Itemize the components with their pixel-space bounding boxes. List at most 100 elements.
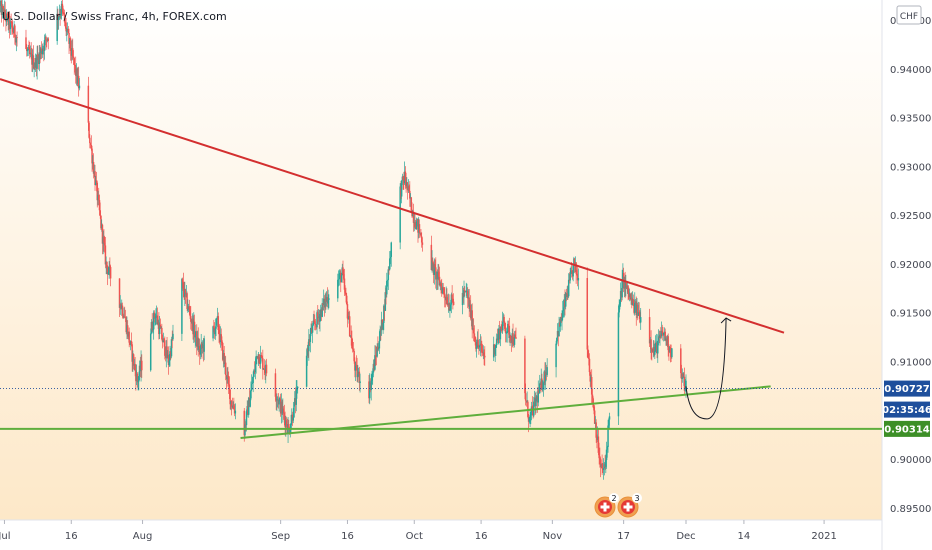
time-tick-label: 2021	[811, 531, 836, 542]
candle	[420, 232, 423, 248]
time-tick-label: 14	[738, 531, 751, 542]
candle	[141, 354, 143, 378]
candle	[194, 324, 197, 348]
candle	[321, 298, 323, 318]
swiss-flag-icon[interactable]: 3	[617, 493, 642, 518]
candle	[153, 310, 156, 323]
candle	[356, 357, 358, 382]
candle	[288, 419, 290, 429]
time-tick-label: Aug	[133, 531, 153, 542]
candle	[65, 17, 67, 37]
candle	[94, 164, 96, 191]
candle	[513, 331, 516, 348]
price-tick-label: 0.89500	[890, 504, 931, 515]
candle	[91, 145, 93, 172]
candle	[452, 293, 455, 306]
candle	[16, 31, 18, 47]
candle	[529, 408, 531, 428]
candle	[87, 76, 90, 131]
candle	[245, 409, 248, 432]
candle	[500, 324, 502, 332]
candle	[313, 310, 315, 323]
projection-arrow[interactable]	[685, 318, 727, 420]
candle	[410, 196, 413, 212]
candle	[537, 380, 540, 407]
candle	[172, 324, 174, 341]
candle	[345, 293, 348, 306]
candle	[186, 291, 188, 312]
candle	[311, 323, 314, 344]
candle	[61, 0, 64, 17]
candle	[274, 368, 277, 402]
currency-button[interactable]: CHF	[896, 5, 922, 25]
last-price-tag: 0.90727	[884, 380, 930, 397]
candle	[389, 251, 391, 271]
candle	[203, 335, 205, 361]
candle	[446, 288, 448, 306]
candle	[662, 332, 665, 342]
candle	[312, 313, 315, 327]
price-tick-label: 0.93000	[890, 162, 931, 173]
candle	[409, 181, 411, 207]
candle	[351, 330, 353, 349]
svg-text:3: 3	[634, 494, 639, 503]
candle	[184, 288, 187, 304]
candle	[250, 374, 253, 392]
candle	[342, 269, 345, 280]
candle	[314, 319, 317, 331]
candle	[353, 348, 355, 364]
candle	[667, 333, 669, 357]
swiss-flag-icon[interactable]: 2	[594, 493, 619, 518]
candle	[226, 367, 228, 384]
candle	[88, 121, 90, 139]
candle	[515, 327, 517, 339]
candle	[67, 26, 70, 34]
event-count-badge: 3	[632, 493, 642, 503]
candle	[504, 323, 507, 343]
candle	[161, 323, 163, 341]
resistance-trendline[interactable]	[0, 78, 785, 334]
candle	[58, 4, 61, 20]
time-tick-label: Jul	[0, 531, 10, 542]
candle	[154, 313, 156, 326]
candle	[379, 325, 381, 342]
candle	[10, 13, 12, 24]
candle	[634, 292, 636, 316]
candle	[530, 411, 532, 425]
candle	[525, 400, 528, 407]
price-tick-label: 0.92000	[890, 260, 931, 271]
svg-text:2: 2	[611, 494, 616, 503]
candle	[639, 307, 642, 330]
candle	[376, 343, 378, 358]
candle	[265, 358, 268, 377]
candle	[92, 153, 95, 179]
candle	[96, 180, 99, 208]
time-axis-panel[interactable]	[0, 520, 882, 550]
candle	[118, 278, 121, 317]
candle	[461, 285, 464, 315]
candle	[314, 314, 316, 331]
price-axis-panel[interactable]	[882, 0, 932, 550]
candle	[38, 44, 41, 72]
candle	[348, 310, 351, 338]
candle	[587, 345, 589, 359]
candle	[73, 57, 75, 75]
time-tick-label: Dec	[676, 531, 695, 542]
candle	[36, 45, 38, 80]
candle	[484, 346, 486, 366]
candle	[149, 328, 152, 372]
candle	[577, 268, 580, 290]
candle	[671, 348, 673, 359]
candle	[216, 317, 218, 326]
candle	[680, 344, 682, 379]
time-tick-label: 16	[475, 531, 488, 542]
candle	[69, 36, 72, 61]
candle	[555, 340, 557, 378]
candle	[495, 343, 497, 356]
price-tags: 0.90727 02:35:46 0.90314	[882, 380, 932, 437]
candle	[296, 386, 299, 394]
candle	[190, 306, 192, 330]
candle	[285, 417, 288, 429]
